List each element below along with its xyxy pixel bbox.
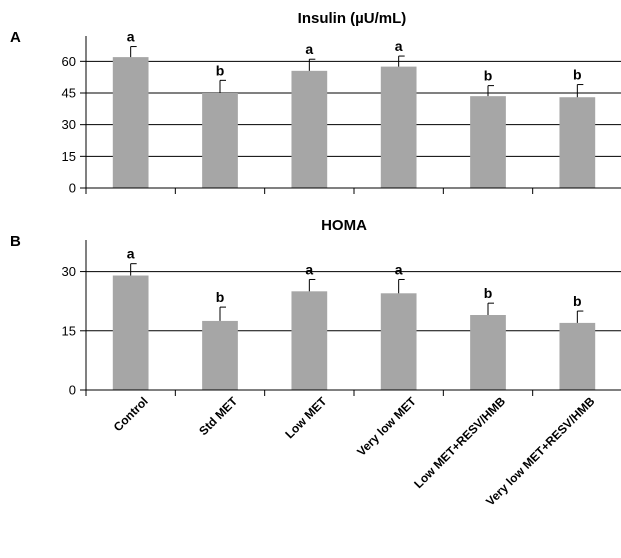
- category-label: Low MET+RESV/HMB: [411, 394, 508, 491]
- significance-label: b: [216, 62, 225, 78]
- significance-label: b: [216, 289, 225, 305]
- panel-a: A Insulin (µU/mL) 0 15 30 45 60 a b a a b b: [10, 10, 621, 196]
- significance-label: a: [127, 29, 135, 45]
- significance-label: b: [573, 67, 582, 83]
- significance-label: a: [305, 261, 313, 277]
- bar: [380, 66, 417, 188]
- bar: [291, 70, 328, 188]
- significance-label: b: [484, 68, 493, 84]
- y-tick-label: 15: [62, 149, 76, 164]
- bar: [470, 315, 506, 390]
- panel-letter: A: [10, 29, 21, 46]
- y-tick-label: 0: [69, 383, 76, 398]
- bar: [202, 93, 238, 188]
- y-tick-label: 0: [69, 181, 76, 196]
- y-tick-label: 30: [62, 264, 76, 279]
- significance-label: b: [573, 293, 582, 309]
- category-label: Std MET: [196, 394, 240, 438]
- significance-label: a: [395, 38, 403, 54]
- bar: [291, 291, 328, 390]
- significance-label: a: [395, 261, 403, 277]
- bar: [559, 322, 596, 390]
- bar: [380, 293, 417, 390]
- category-label: Control: [111, 394, 151, 434]
- panel-letter: B: [10, 233, 21, 250]
- bar: [470, 96, 506, 188]
- bar: [559, 97, 596, 188]
- significance-label: a: [305, 41, 313, 57]
- y-tick-label: 45: [62, 86, 76, 101]
- category-label: Low MET: [282, 394, 330, 442]
- panel-b: B HOMA 0 15 30 a b a a b b: [10, 217, 621, 398]
- y-tick-label: 60: [62, 54, 76, 69]
- chart-title: HOMA: [321, 217, 367, 234]
- chart-title: Insulin (µU/mL): [298, 10, 407, 27]
- bar: [112, 275, 149, 390]
- significance-label: b: [484, 285, 493, 301]
- significance-label: a: [127, 246, 135, 262]
- bar: [112, 57, 149, 188]
- y-tick-label: 15: [62, 323, 76, 338]
- category-label: Very low MET: [354, 394, 419, 459]
- y-tick-label: 30: [62, 117, 76, 132]
- bar: [202, 320, 238, 390]
